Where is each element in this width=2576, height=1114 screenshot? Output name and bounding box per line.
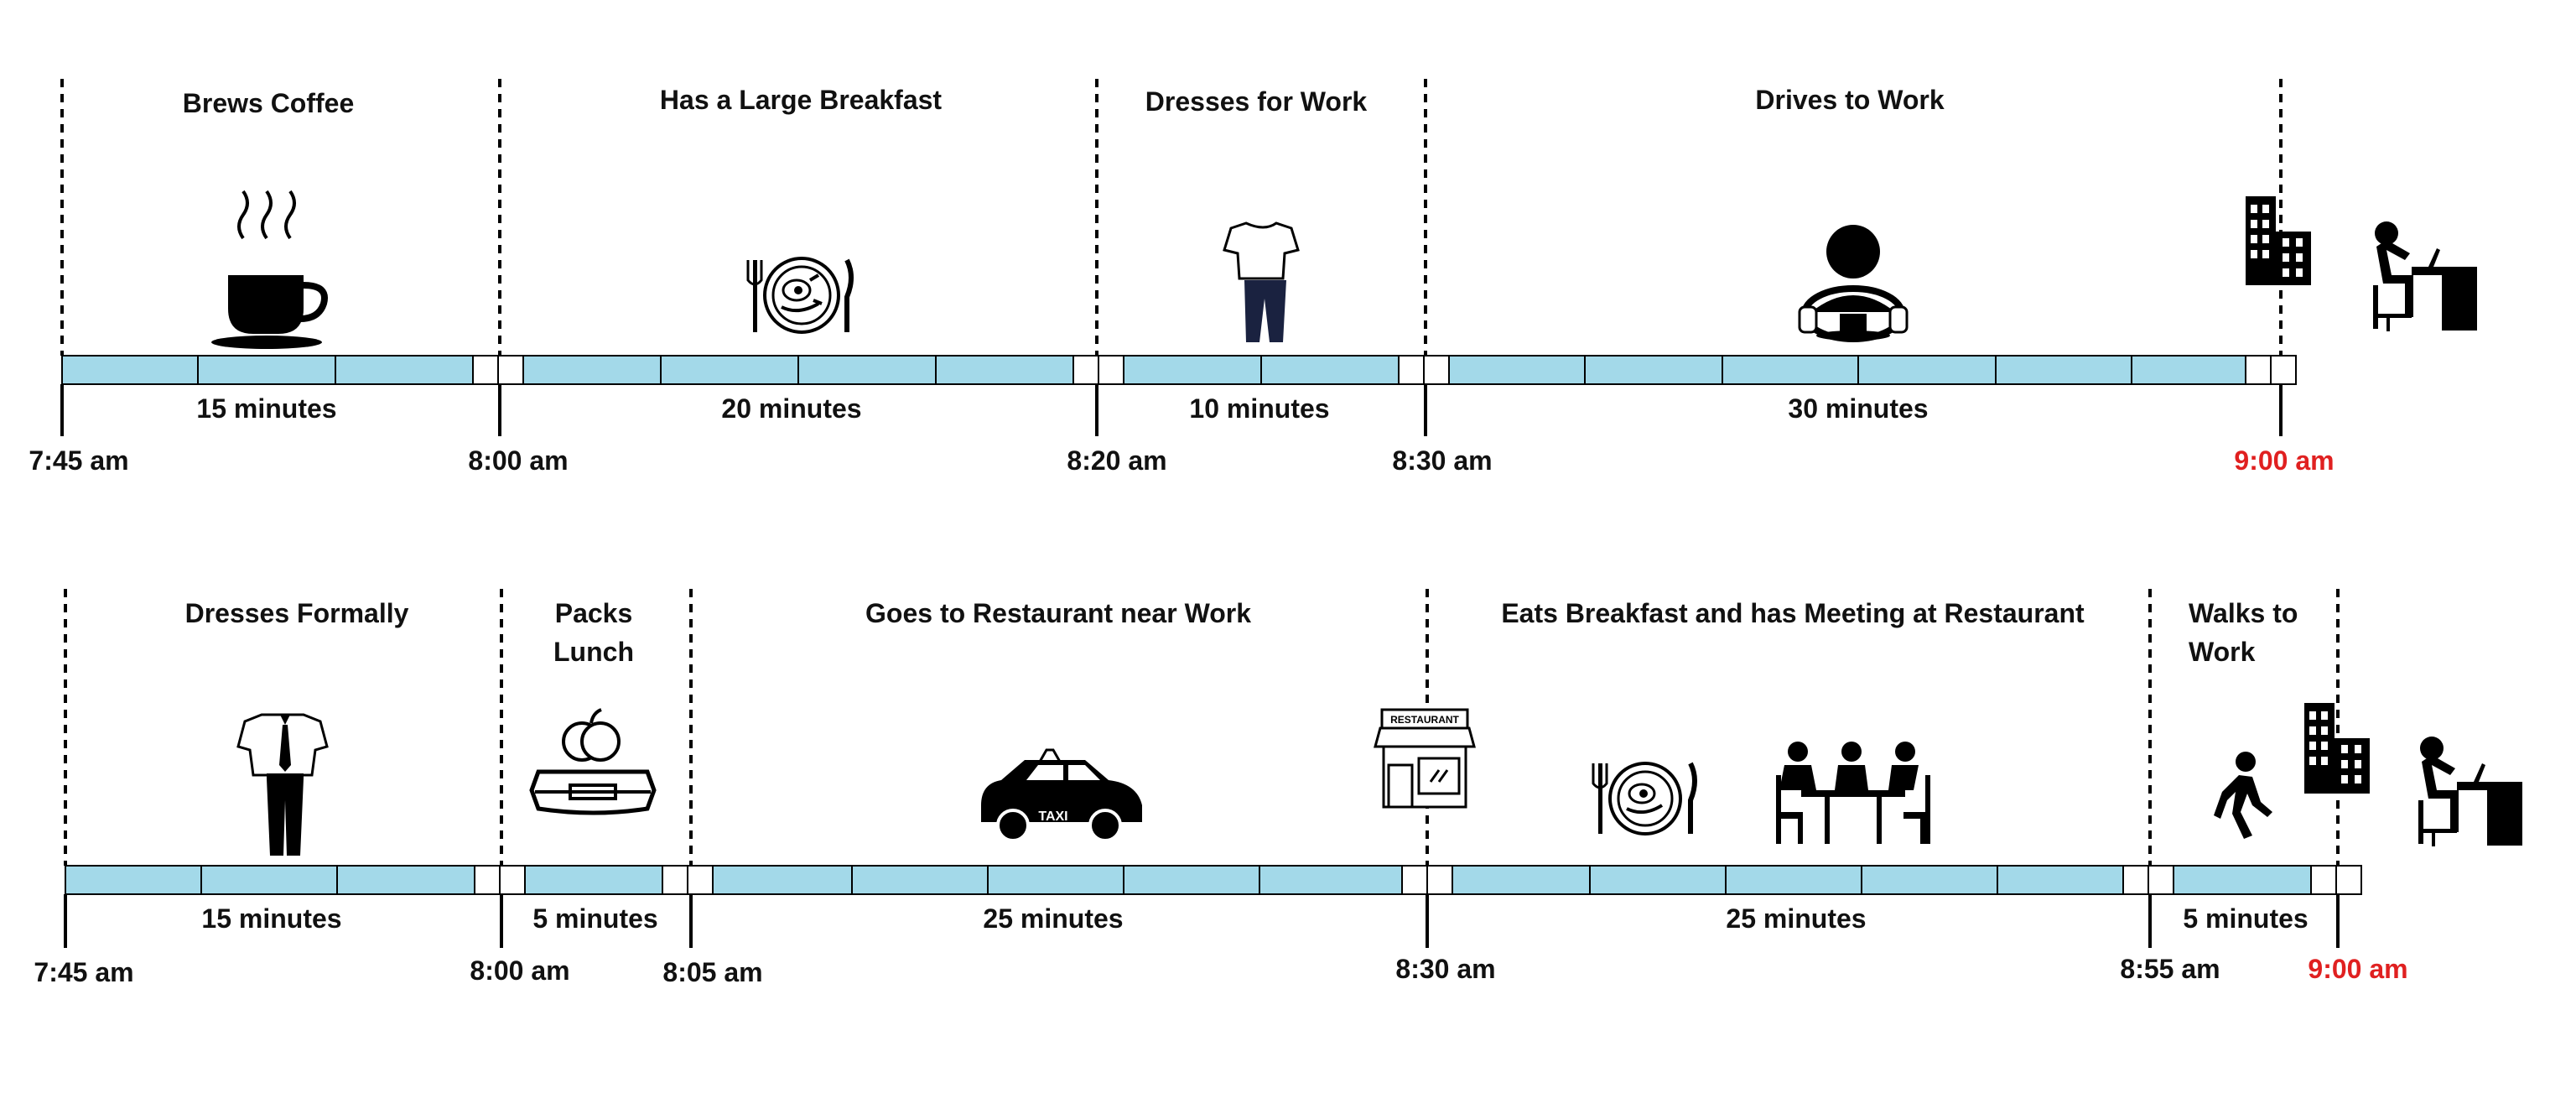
timeline-2-bar	[65, 865, 2362, 895]
walking-person-icon	[2214, 752, 2272, 839]
driver-steering-wheel-icon	[1798, 225, 1909, 342]
time-label: 8:05 am	[662, 957, 762, 987]
duration-label: 5 minutes	[532, 903, 657, 934]
arrival-time-label: 9:00 am	[2234, 445, 2334, 476]
activity-label-breakfast-meeting: Eats Breakfast and has Meeting at Restau…	[1501, 598, 2085, 628]
person-at-desk-icon	[2418, 737, 2522, 846]
duration-label: 15 minutes	[201, 903, 341, 934]
duration-label: 15 minutes	[196, 393, 336, 424]
timeline-2-ticks	[64, 894, 2340, 948]
time-label: 7:45 am	[29, 445, 128, 476]
plate-breakfast-icon	[746, 257, 854, 334]
time-label: 8:00 am	[468, 445, 568, 476]
duration-label: 10 minutes	[1189, 393, 1329, 424]
tshirt-pants-icon	[1223, 221, 1300, 342]
timeline-1-bar	[61, 355, 2297, 385]
coffee-cup-icon	[211, 190, 328, 349]
activity-label-goes-to-restaurant: Goes to Restaurant near Work	[865, 598, 1251, 628]
timeline-1: Brews Coffee Has a Large Breakfast Dress…	[29, 79, 2477, 476]
taxi-icon: TAXI	[981, 748, 1142, 842]
office-building-icon	[2246, 196, 2311, 285]
activity-label-walks-to-work-line2: Work	[2189, 637, 2256, 667]
activity-label-dresses-for-work: Dresses for Work	[1145, 86, 1368, 117]
activity-label-packs-lunch-line2: Lunch	[553, 637, 634, 667]
activity-label-large-breakfast: Has a Large Breakfast	[660, 85, 943, 115]
person-at-desk-icon	[2373, 221, 2477, 331]
duration-label: 30 minutes	[1788, 393, 1928, 424]
time-label: 8:30 am	[1392, 445, 1492, 476]
timeline-2: Dresses Formally Packs Lunch Goes to Res…	[34, 589, 2522, 987]
activity-label-dresses-formally: Dresses Formally	[185, 598, 409, 628]
time-label: 7:45 am	[34, 957, 133, 987]
restaurant-sign-text: RESTAURANT	[1390, 714, 1459, 726]
office-building-icon	[2304, 703, 2370, 794]
arrival-time-label: 9:00 am	[2308, 954, 2407, 984]
timeline-1-ticks	[60, 384, 2283, 436]
activity-label-drives-to-work: Drives to Work	[1755, 85, 1944, 115]
taxi-sign-text: TAXI	[1038, 809, 1067, 824]
activity-label-brews-coffee: Brews Coffee	[183, 88, 355, 118]
restaurant-storefront-icon: RESTAURANT	[1374, 708, 1476, 809]
activity-label-packs-lunch-line1: Packs	[555, 598, 633, 628]
duration-label: 25 minutes	[1726, 903, 1866, 934]
meeting-table-icon	[1776, 742, 1930, 844]
duration-label: 20 minutes	[721, 393, 861, 424]
lunchbox-apple-icon	[529, 708, 657, 815]
time-label: 8:30 am	[1395, 954, 1495, 984]
timeline-2-markers	[64, 589, 2340, 866]
time-label: 8:20 am	[1067, 445, 1166, 476]
duration-label: 25 minutes	[983, 903, 1123, 934]
formal-suit-icon	[236, 713, 329, 856]
time-label: 8:00 am	[470, 955, 569, 986]
timeline-1-markers	[60, 79, 2283, 356]
activity-label-walks-to-work-line1: Walks to	[2189, 598, 2298, 628]
time-label: 8:55 am	[2120, 954, 2220, 984]
duration-label: 5 minutes	[2183, 903, 2308, 934]
plate-breakfast-icon	[1592, 762, 1697, 836]
